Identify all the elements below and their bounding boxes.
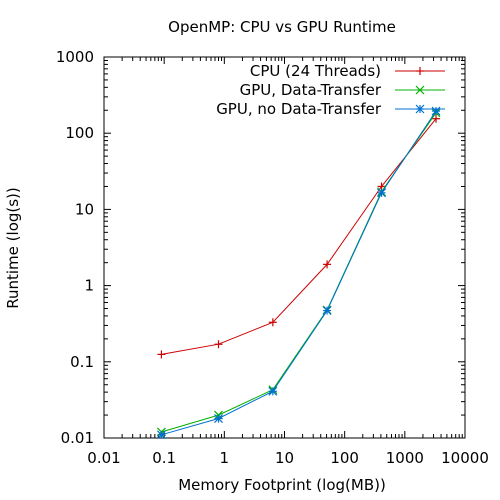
- legend-swatch-marker: [416, 67, 424, 75]
- x-tick-label: 100: [330, 449, 359, 467]
- series-2-point: [322, 306, 332, 316]
- x-tick-label: 10: [275, 449, 294, 467]
- series-2-point-stroke: [156, 430, 166, 440]
- x-tick-label: 0.1: [152, 449, 176, 467]
- x-tick-label: 1000: [386, 449, 424, 467]
- series-2-line: [161, 110, 437, 436]
- legend-label: GPU, no Data-Transfer: [216, 100, 382, 118]
- y-tick-label: 0.01: [61, 429, 94, 447]
- legend-swatch-marker: [415, 104, 425, 114]
- legend-label: GPU, Data-Transfer: [240, 81, 382, 99]
- y-tick-label: 10: [75, 200, 94, 218]
- ticks: 0.01 0.1 1 10 100 1000 10000 0.01 0.1 1 10 100 1000: [56, 48, 489, 467]
- series-2-point-stroke: [431, 106, 441, 116]
- x-tick-label: 0.01: [87, 449, 120, 467]
- chart-title: OpenMP: CPU vs GPU Runtime: [168, 18, 396, 36]
- series-0-point: [268, 318, 277, 327]
- series-2-point: [156, 430, 166, 440]
- y-axis-label: Runtime (log(s)): [4, 187, 22, 309]
- series-2-point: [431, 106, 441, 116]
- y-tick-label: 1: [84, 277, 94, 295]
- legend-swatch-marker: [415, 85, 425, 95]
- x-tick-label: 1: [220, 449, 230, 467]
- x-tick-label: 10000: [441, 449, 489, 467]
- x-axis-label: Memory Footprint (log(MB)): [178, 476, 386, 494]
- series-0-line: [161, 118, 437, 355]
- y-tick-label: 100: [65, 124, 94, 142]
- series-2-point-stroke: [214, 414, 223, 423]
- series-0-point: [214, 340, 223, 349]
- series-2-point-stroke: [377, 188, 386, 198]
- series-layer: [156, 106, 441, 440]
- series-2-point: [377, 188, 386, 198]
- y-tick-label: 1000: [56, 48, 94, 66]
- series-0-point: [157, 350, 166, 359]
- series-2-point-stroke: [322, 306, 332, 316]
- series-0-point: [432, 114, 441, 123]
- series-2-point: [214, 414, 223, 423]
- series-0-point: [323, 260, 332, 269]
- series-2-point-stroke: [268, 386, 278, 396]
- series-2-point: [268, 386, 278, 396]
- legend-swatch-marker-stroke: [415, 104, 425, 114]
- legend-label: CPU (24 Threads): [250, 62, 381, 80]
- y-tick-label: 0.1: [70, 353, 94, 371]
- legend-swatch-marker-stroke: [415, 85, 425, 95]
